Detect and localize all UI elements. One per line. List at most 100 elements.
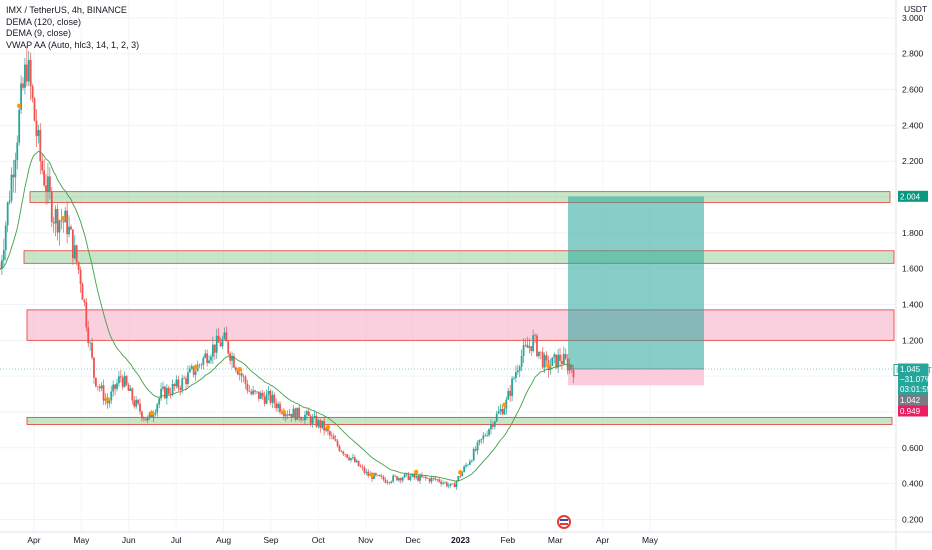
candle-body [114,384,116,389]
candle-body [497,411,500,414]
signal-dot [325,425,331,430]
candle-body [119,376,122,378]
candle-body [234,367,237,371]
candle-body [430,477,433,482]
candle-body [294,408,297,420]
candle-body [340,450,343,452]
x-tick-label: Jul [171,535,182,545]
candle-body [183,378,186,379]
long-position-tool[interactable] [568,196,704,386]
price-tag-vwap: 1.042 [898,394,928,406]
candle-body [327,428,329,432]
candle-body [31,86,34,99]
candle-body [417,475,419,481]
x-tick-label: Apr [596,535,609,545]
candle-body [390,481,393,483]
candle-body [296,407,299,420]
candle-body [394,475,396,477]
candle-body [384,479,387,483]
signal-dot [413,469,419,475]
candle-body [110,391,113,401]
candle-body [16,142,19,160]
candle-body [164,386,166,399]
target-area [568,196,704,369]
price-tag-countdown: 03:01:55 [898,383,932,395]
candle-body [534,335,536,336]
candles [0,46,575,490]
candle-body [373,473,375,479]
candle-body [100,385,103,389]
candle-body [244,376,247,384]
candle-body [553,354,556,358]
candle-body [62,221,65,223]
candle-body [240,373,243,377]
y-axis-unit: USDT [904,4,927,14]
candle-body [328,431,331,436]
candle-body [290,413,293,418]
candle-body [273,394,276,404]
candle-body [254,390,256,392]
candle-body [507,390,510,400]
price-tag-last: 1.045 [898,363,928,375]
price-tag-stop: 0.949 [898,405,928,417]
candle-body [459,476,462,477]
legend-dema-9[interactable]: DEMA (9, close) [6,28,72,38]
candle-body [198,364,201,366]
candle-body [194,371,197,375]
candle-body [570,365,573,370]
candle-body [449,483,452,486]
candle-body [206,353,209,363]
candle-body [311,417,314,424]
candle-body [346,454,349,458]
candle-body [98,386,101,389]
flag-icon[interactable] [557,515,571,529]
candle-body [246,383,249,391]
legend-dema-120[interactable]: DEMA (120, close) [6,16,82,27]
candle-body [173,384,176,387]
y-tick-label: 1.400 [902,300,924,310]
signal-dot [149,410,154,416]
legend-symbol[interactable]: IMX / TetherUS, 4h, BINANCE [6,5,127,15]
candle-body [144,418,147,421]
zones [23,191,895,425]
candle-body [300,417,303,420]
candle-body [284,414,287,417]
candle-body [453,484,456,488]
candle-body [495,413,498,422]
candle-body [478,439,481,443]
candle-body [288,413,291,416]
candle-body [551,357,554,366]
candle-body [48,176,51,192]
candle-body [12,174,15,178]
candle-body [520,356,523,367]
candle-body [568,365,571,371]
candle-body [248,390,251,392]
candle-body [323,420,326,431]
candle-body [516,370,519,373]
candle-body [513,377,515,379]
candle-body [25,64,28,82]
candle-body [24,64,26,88]
x-tick-label: 2023 [451,535,470,545]
candle-body [428,478,431,482]
candle-body [463,466,466,472]
candle-body [363,467,366,473]
candle-body [336,440,339,446]
candle-body [56,208,59,233]
candle-body [79,269,82,285]
candle-body [398,478,400,481]
candle-body [139,403,141,412]
signal-dot [281,409,287,415]
candle-body [81,284,84,300]
candle-body [1,260,3,269]
candle-body [83,299,86,303]
candle-body [256,391,258,393]
candle-body [210,356,212,361]
x-tick-label: Aug [216,535,231,545]
legend-vwap[interactable]: VWAP AA (Auto, hlc3, 14, 1, 2, 3) [6,39,140,50]
candle-body [141,411,143,419]
x-tick-label: Apr [27,535,40,545]
candle-body [388,482,391,483]
